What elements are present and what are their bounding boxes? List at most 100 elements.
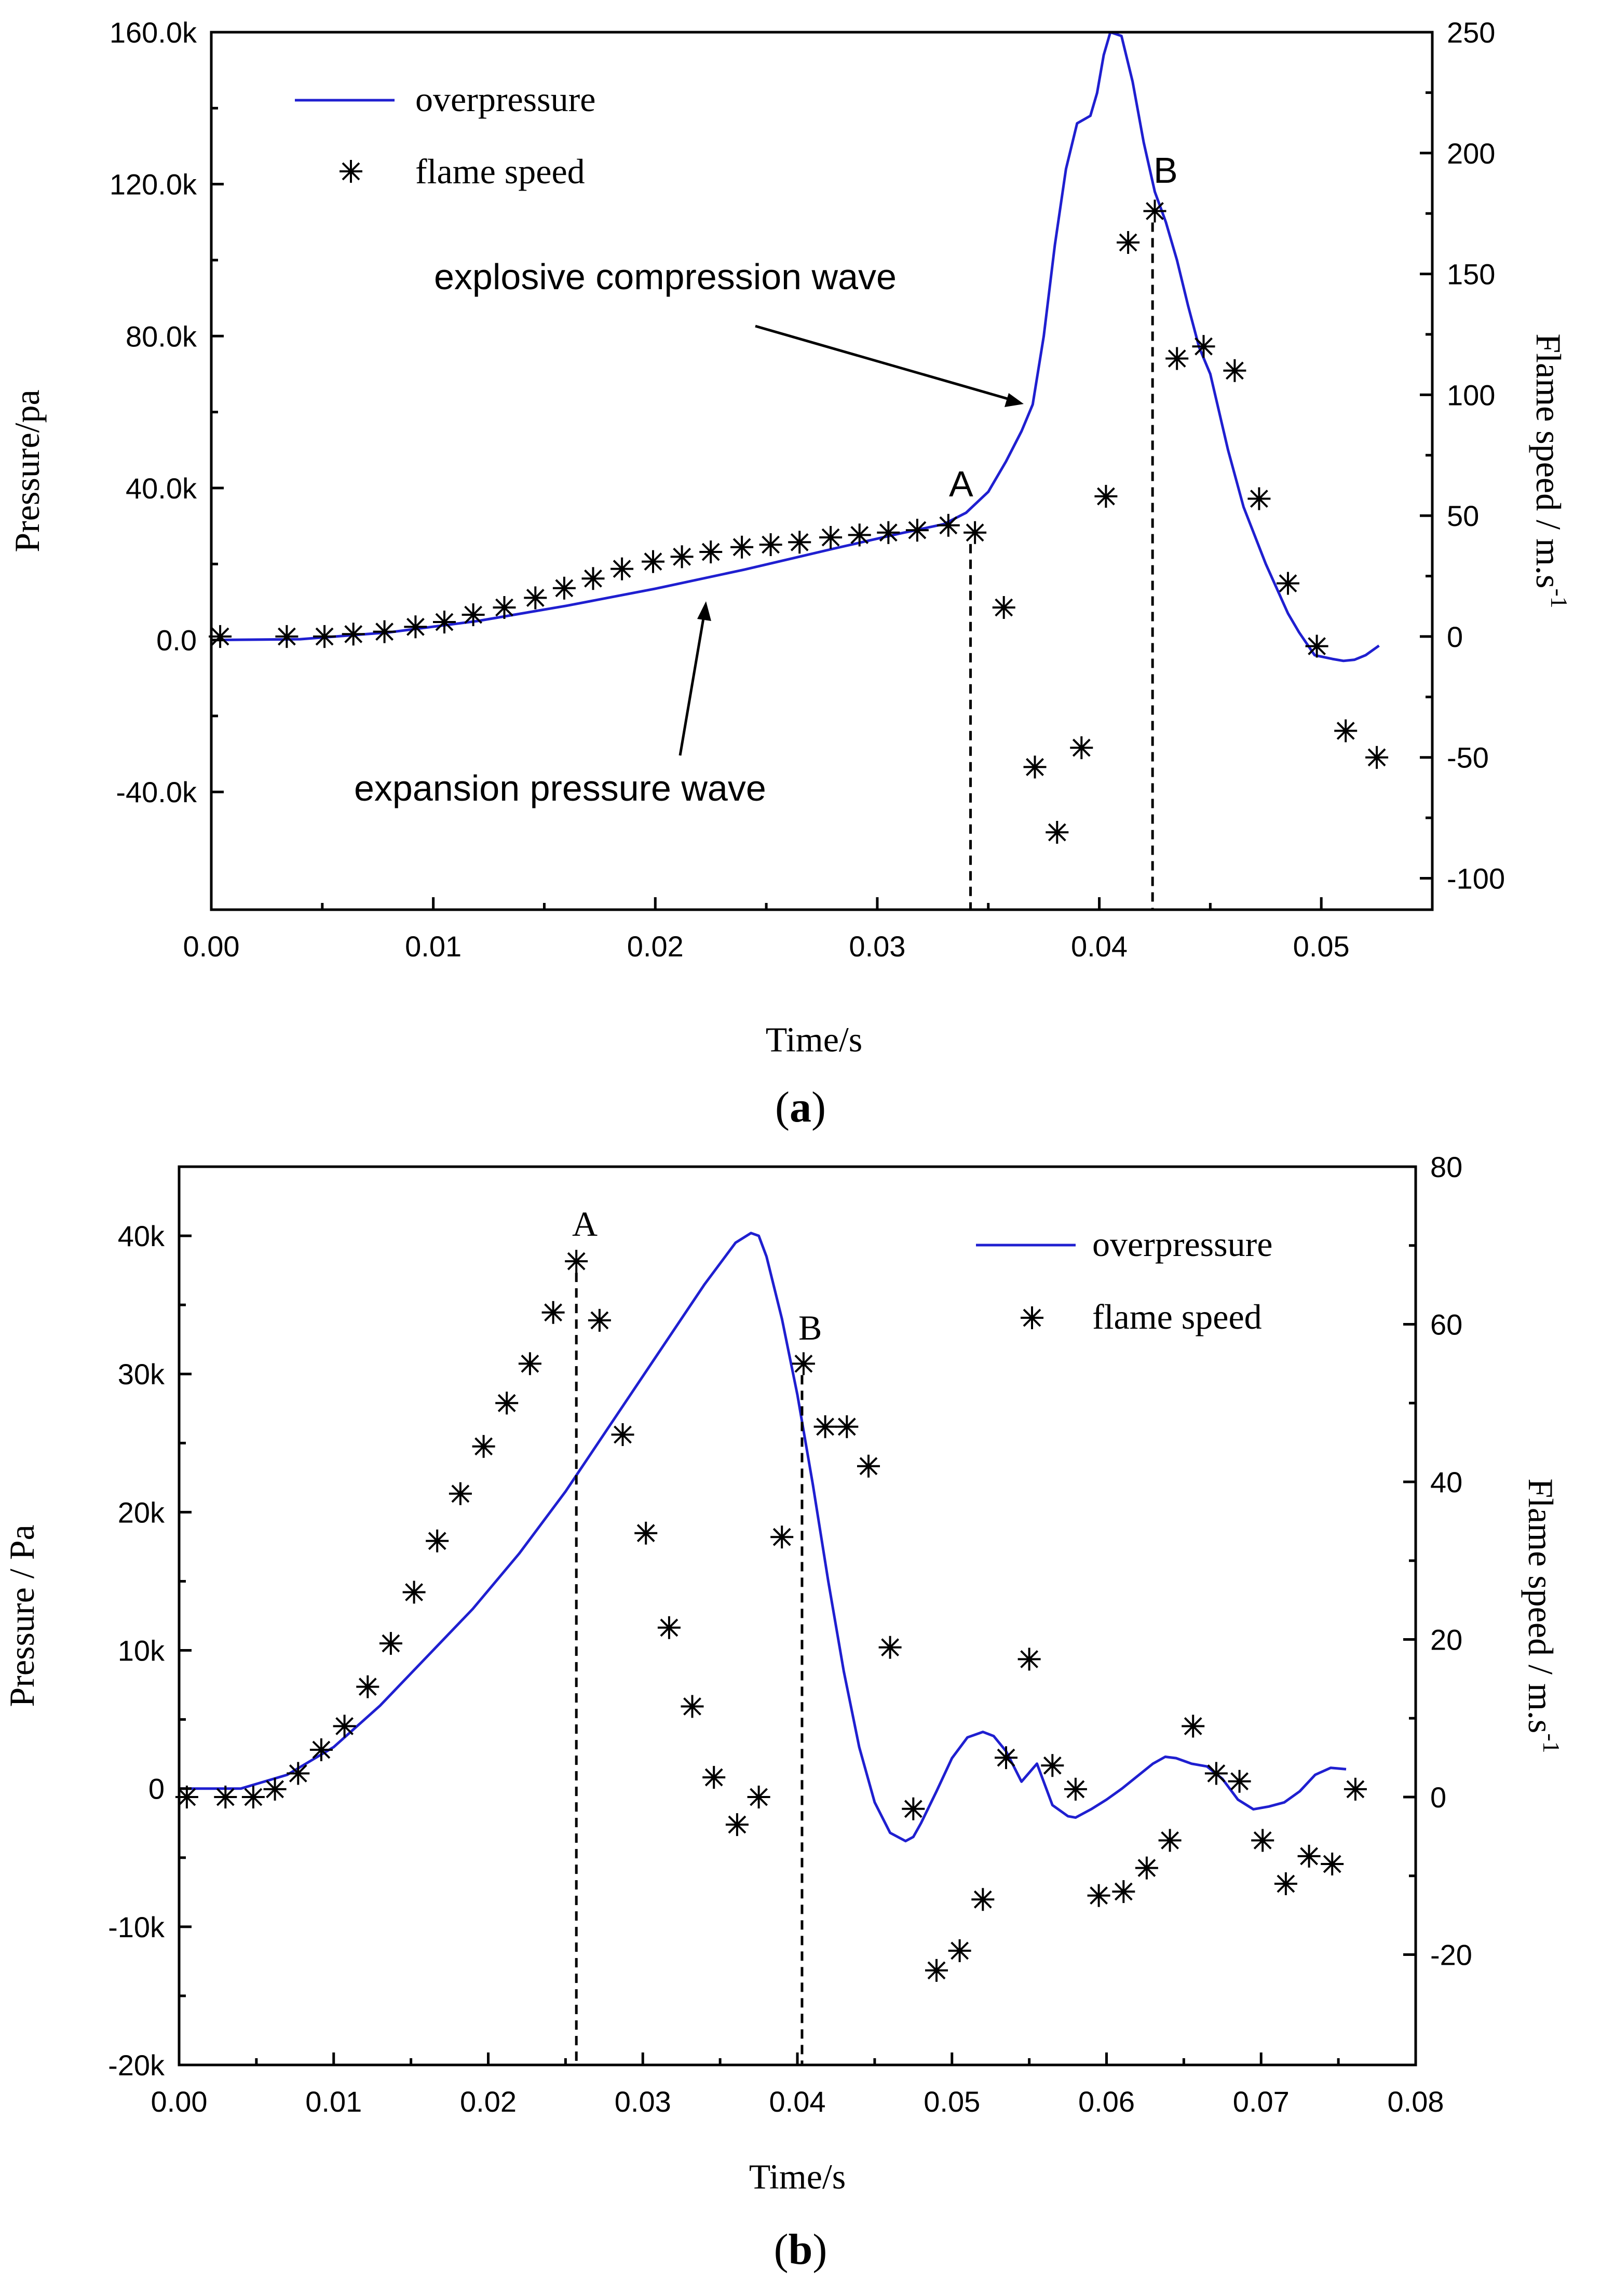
a-y2-tick-label: -100: [1447, 862, 1505, 895]
a-plot-frame: [210, 31, 1434, 911]
b-flame-speed-point: [1297, 1844, 1321, 1868]
a-flame-speed-markers: [209, 199, 1389, 844]
b-flame-speed-point: [681, 1695, 704, 1718]
a-overpressure-line: [211, 31, 1380, 663]
a-legend-flame-speed-label: flame speed: [415, 152, 585, 191]
a-marker-lines: [969, 222, 1154, 910]
a-flame-speed-point: [642, 550, 664, 573]
b-overpressure-line: [179, 1232, 1347, 1843]
a-explosive-arrow: [755, 325, 1024, 407]
a-y-tick-label: 40.0k: [126, 472, 197, 505]
b-flame-speed-point: [1112, 1880, 1135, 1903]
b-overpressure-line-group: [179, 1232, 1347, 1843]
b-flame-speed-point: [1017, 1647, 1041, 1671]
b-y-tick-label: 20k: [118, 1496, 165, 1529]
a-flame-speed-point: [964, 521, 987, 544]
a-legend: overpressure flame speed: [295, 79, 595, 191]
a-x-tick-label: 0.05: [1293, 930, 1350, 963]
a-flame-speed-point: [759, 533, 782, 556]
a-flame-speed-point: [1192, 335, 1215, 358]
b-flame-speed-point: [309, 1738, 333, 1761]
a-x-tick-label: 0.04: [1071, 930, 1128, 963]
a-flame-speed-point: [493, 596, 516, 619]
a-flame-speed-point: [275, 625, 299, 648]
b-flame-speed-point: [214, 1786, 237, 1808]
b-flame-speed-point: [588, 1308, 611, 1332]
b-caption-open: (: [774, 2225, 789, 2274]
a-flame-speed-point: [1143, 199, 1166, 223]
b-flame-speed-point: [1087, 1884, 1110, 1907]
a-y-ticks: -40.0k 0.0 40.0k 80.0k 120.0k 160.0k: [110, 16, 224, 808]
a-flame-speed-point: [699, 541, 723, 563]
a-label-a: A: [949, 464, 973, 504]
a-label-b: B: [1154, 150, 1178, 191]
b-x-tick-label: 0.02: [460, 2085, 517, 2118]
a-flame-speed-point: [552, 576, 576, 600]
b-y2-tick-label: -20: [1430, 1939, 1472, 1971]
b-flame-speed-point: [611, 1423, 634, 1446]
a-flame-speed-point: [1277, 572, 1299, 595]
b-flame-speed-point: [356, 1675, 379, 1698]
a-flame-speed-point: [462, 603, 485, 626]
b-flame-speed-point: [725, 1813, 749, 1836]
b-y2-tick-label: 0: [1430, 1781, 1446, 1814]
a-flame-speed-point: [1165, 347, 1189, 370]
b-flame-speed-point: [657, 1616, 681, 1639]
a-y2-tick-label: -50: [1447, 741, 1489, 774]
b-label-b: B: [798, 1308, 822, 1347]
a-y2-axis-title: Flame speed / m.s-1: [1529, 333, 1572, 608]
a-expansion-arrow: [679, 601, 711, 756]
a-y2-tick-label: 250: [1447, 16, 1495, 49]
a-y-tick-label: -40.0k: [116, 776, 197, 808]
a-flame-speed-point: [581, 567, 605, 590]
b-flame-speed-point: [1135, 1856, 1158, 1880]
b-flame-speed-point: [813, 1415, 837, 1438]
b-flame-speed-point: [1321, 1853, 1344, 1875]
a-flame-speed-point: [848, 523, 871, 547]
b-x-axis-title: Time/s: [749, 2157, 846, 2196]
b-flame-speed-point: [565, 1250, 588, 1273]
a-flame-speed-point: [730, 535, 754, 559]
a-flame-speed-point: [1305, 634, 1328, 658]
b-flame-speed-point: [857, 1454, 880, 1478]
panel-a: 0.00 0.01 0.02 0.03 0.04 0.05 -40.0k 0.0 40.0k 8…: [7, 16, 1572, 1131]
a-y2-tick-label: 100: [1447, 379, 1495, 411]
b-flame-speed-point: [518, 1352, 541, 1375]
a-x-tick-label: 0.01: [405, 930, 462, 963]
a-flame-speed-point: [1046, 821, 1069, 844]
a-y2-ticks: -100 -50 0 50 100 150 200 250: [1420, 16, 1505, 895]
a-flame-speed-point: [1094, 484, 1118, 508]
b-y2-tick-label: 60: [1430, 1308, 1462, 1341]
b-flame-speed-point: [379, 1632, 402, 1655]
b-flame-speed-point: [449, 1482, 472, 1505]
b-flame-speed-point: [1182, 1714, 1205, 1738]
a-caption-open: (: [775, 1083, 790, 1131]
a-x-axis-title: Time/s: [766, 1020, 862, 1059]
b-flame-speed-point: [1204, 1762, 1228, 1785]
b-x-tick-label: 0.07: [1233, 2085, 1290, 2118]
b-y-tick-label: 40k: [118, 1220, 165, 1252]
a-y-tick-label: 0.0: [156, 624, 197, 657]
a-flame-speed-point: [313, 625, 336, 648]
b-flame-speed-point: [1041, 1754, 1064, 1777]
a-flame-speed-point: [1365, 746, 1389, 769]
b-flame-speed-point: [1228, 1770, 1251, 1793]
b-flame-speed-point: [878, 1636, 902, 1659]
b-caption: (b): [774, 2225, 827, 2274]
b-y-tick-label: -20k: [108, 2049, 165, 2082]
b-flame-speed-point: [971, 1888, 995, 1911]
b-flame-speed-point: [770, 1525, 794, 1549]
b-x-tick-label: 0.03: [615, 2085, 671, 2118]
b-y2-tick-label: 40: [1430, 1466, 1462, 1498]
a-y-tick-label: 120.0k: [110, 168, 197, 201]
b-y-axis-title: Pressure / Pa: [2, 1524, 42, 1707]
b-y2-ticks: -20 0 20 40 60 80: [1403, 1151, 1472, 1971]
b-flame-speed-point: [402, 1581, 426, 1604]
b-x-ticks: 0.00 0.01 0.02 0.03 0.04 0.05 0.06 0.07 0.08: [151, 2052, 1444, 2118]
a-flame-speed-point: [670, 545, 694, 569]
a-y-axis-title: Pressure/pa: [7, 389, 47, 552]
b-x-tick-label: 0.00: [151, 2085, 208, 2118]
b-y2-tick-label: 80: [1430, 1151, 1462, 1183]
a-explosive-wave-label: explosive compression wave: [434, 256, 897, 297]
